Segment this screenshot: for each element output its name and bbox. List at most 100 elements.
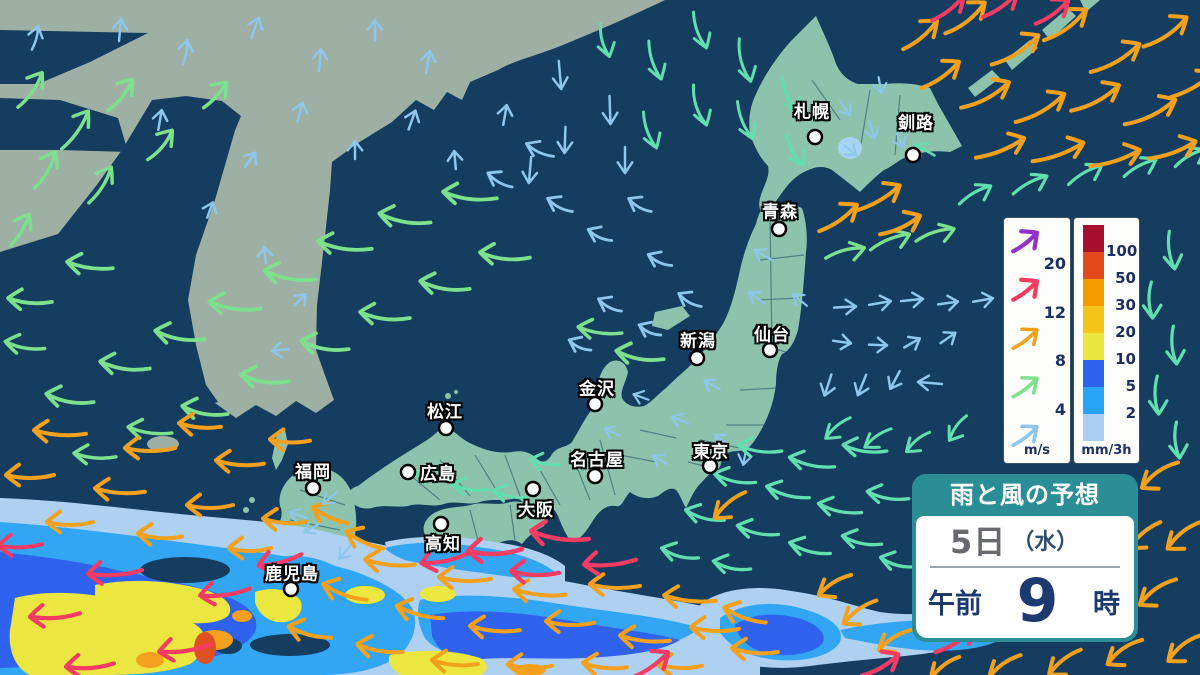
wind-arrow xyxy=(441,181,499,206)
yellow-sea xyxy=(100,106,238,415)
wind-arrow xyxy=(1169,68,1200,99)
wind-arrow xyxy=(838,99,852,117)
wind-arrow xyxy=(905,430,931,454)
wind-arrow xyxy=(6,287,54,312)
wind-arrow xyxy=(63,652,117,675)
wind-arrow xyxy=(176,38,194,66)
wind-arrow xyxy=(692,10,712,50)
forecast-body: 5日 （水） 午前 9 時 xyxy=(916,516,1134,638)
wind-arrow xyxy=(753,247,773,262)
wind-arrow xyxy=(651,453,669,468)
wind-arrow xyxy=(363,548,417,574)
wind-arrow xyxy=(239,364,291,389)
wind-arrow xyxy=(32,418,88,444)
wind-legend-arrows xyxy=(1011,229,1039,448)
wind-arrow xyxy=(419,49,437,75)
wind-arrow xyxy=(544,609,596,635)
wind-arrow xyxy=(311,47,329,73)
rain-legend-swatch xyxy=(1083,360,1104,387)
wind-arrow xyxy=(637,320,663,338)
wind-arrow xyxy=(689,615,741,641)
wind-arrow xyxy=(508,558,562,585)
wind-arrow xyxy=(816,572,854,600)
wind-arrow xyxy=(358,301,412,326)
wind-arrow xyxy=(247,16,264,40)
city-dot xyxy=(432,515,450,533)
forecast-panel: 雨と風の予想 5日 （水） 午前 9 時 xyxy=(912,474,1138,642)
wind-arrow xyxy=(1011,277,1039,302)
wind-arrow xyxy=(111,17,129,43)
wind-arrow xyxy=(1168,420,1189,460)
wind-arrow xyxy=(87,165,114,205)
wind-arrow xyxy=(556,125,574,155)
wind-arrow xyxy=(291,101,309,123)
wind-arrow xyxy=(256,245,274,265)
wind-arrow xyxy=(914,222,956,243)
wind-arrow xyxy=(344,525,386,551)
bay-northwest xyxy=(0,30,148,84)
wind-arrow xyxy=(980,0,1020,20)
city-dot xyxy=(399,463,417,481)
wind-speed-value: 12 xyxy=(1043,302,1066,322)
rain-legend-swatch xyxy=(1083,333,1104,360)
wind-arrow xyxy=(1011,424,1039,448)
wind-arrow xyxy=(787,449,837,471)
wind-arrow xyxy=(146,128,174,162)
wind-arrow xyxy=(596,22,616,58)
wind-arrow xyxy=(151,108,169,132)
wind-arrow xyxy=(496,103,514,127)
wind-arrow xyxy=(936,294,960,312)
wind-arrow xyxy=(299,331,351,355)
wind-arrow xyxy=(842,143,858,157)
wind-arrow xyxy=(1013,89,1067,124)
city-dots xyxy=(282,128,922,598)
wind-arrow xyxy=(450,476,490,496)
wind-arrow xyxy=(902,335,922,351)
wind-arrow xyxy=(262,261,318,285)
wind-speed-legend: 20 12 8 4 m/s xyxy=(1003,217,1071,464)
forecast-day: 5日 xyxy=(950,523,1007,561)
rain-amount-value: 20 xyxy=(1115,323,1136,341)
wind-arrow xyxy=(45,509,95,535)
wind-arrow xyxy=(201,201,218,219)
wind-arrow xyxy=(0,532,44,558)
wind-arrow xyxy=(185,492,235,518)
wind-arrow xyxy=(346,139,364,161)
wind-arrow xyxy=(157,636,213,663)
wind-arrow xyxy=(1147,374,1169,416)
wind-arrow xyxy=(677,290,703,308)
wind-arrow xyxy=(322,491,338,505)
wind-arrow xyxy=(959,77,1011,110)
wind-unit-label: m/s xyxy=(1023,443,1051,458)
wind-arrow xyxy=(659,541,701,562)
wind-arrow xyxy=(32,150,59,190)
wind-arrow xyxy=(355,634,405,659)
wind-arrow xyxy=(957,183,993,206)
wind-arrow xyxy=(377,204,433,228)
wind-arrow xyxy=(1141,280,1163,320)
city-dot xyxy=(586,467,604,485)
rain-amount-value: 50 xyxy=(1115,269,1136,287)
wind-arrow xyxy=(60,109,91,151)
wind-arrow xyxy=(712,490,748,520)
wind-arrow xyxy=(576,317,624,340)
forecast-divider xyxy=(930,566,1120,568)
wind-arrow xyxy=(437,565,493,590)
wind-arrow xyxy=(214,448,266,474)
wind-arrow xyxy=(840,528,884,549)
rain-legend-swatch xyxy=(1083,306,1104,333)
wind-arrow xyxy=(153,321,207,345)
wind-arrow xyxy=(288,507,308,523)
wind-arrow xyxy=(546,195,574,213)
goto-island xyxy=(249,497,255,503)
wind-arrow xyxy=(338,544,352,560)
wind-arrow xyxy=(486,170,514,189)
rain-legend-swatch xyxy=(1083,252,1104,279)
wind-arrow xyxy=(136,521,184,547)
wind-arrow xyxy=(44,384,96,408)
forecast-ampm: 午前 xyxy=(928,588,982,620)
wind-arrow xyxy=(123,435,177,461)
wind-arrow xyxy=(736,99,757,141)
